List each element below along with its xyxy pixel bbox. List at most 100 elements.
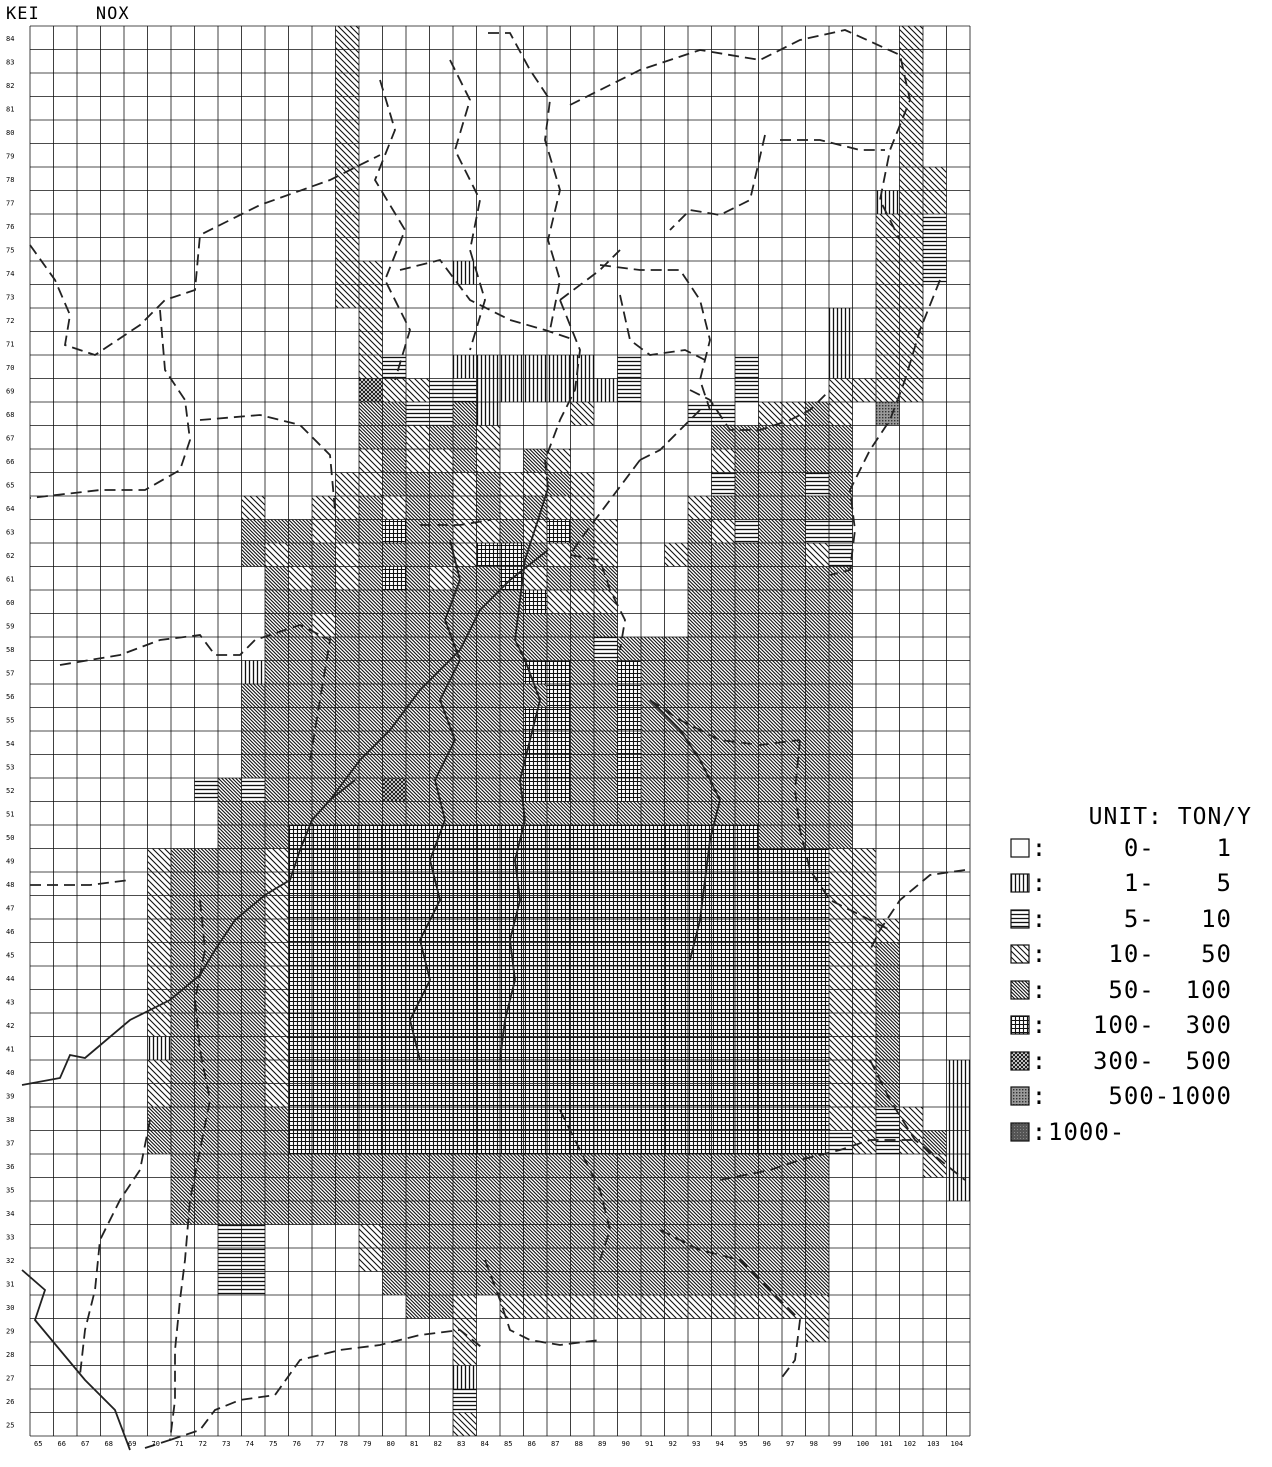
- y-tick-label: 54: [6, 740, 14, 748]
- grid-cell: [758, 1201, 782, 1225]
- grid-cell: [547, 1224, 571, 1248]
- grid-cell: [711, 731, 735, 755]
- grid-cell: [664, 895, 688, 919]
- grid-cell: [453, 590, 477, 614]
- grid-cell: [899, 355, 923, 379]
- grid-cell: [359, 449, 383, 473]
- grid-cell: [429, 1248, 453, 1272]
- grid-cell: [782, 1107, 806, 1131]
- grid-cell: [547, 872, 571, 896]
- grid-cell: [359, 284, 383, 308]
- grid-cell: [899, 261, 923, 285]
- grid-cell: [406, 1177, 430, 1201]
- grid-cell: [617, 895, 641, 919]
- grid-cell: [359, 1201, 383, 1225]
- legend-range-label: 50- 100: [1108, 975, 1232, 1004]
- grid-cell: [359, 1036, 383, 1060]
- grid-cell: [829, 754, 853, 778]
- grid-cell: [265, 1201, 289, 1225]
- grid-cell: [500, 1036, 524, 1060]
- grid-cell: [641, 778, 665, 802]
- grid-cell: [312, 989, 336, 1013]
- y-tick-label: 28: [6, 1351, 14, 1359]
- y-tick-label: 39: [6, 1093, 14, 1101]
- grid-cell: [617, 848, 641, 872]
- grid-cell: [547, 660, 571, 684]
- district-boundary: [794, 739, 891, 931]
- grid-cell: [382, 1248, 406, 1272]
- grid-cell: [241, 778, 265, 802]
- grid-cell: [406, 989, 430, 1013]
- grid-cell: [641, 731, 665, 755]
- grid-cell: [453, 425, 477, 449]
- grid-cell: [476, 825, 500, 849]
- grid-cell: [594, 543, 618, 567]
- grid-cell: [688, 1154, 712, 1178]
- y-tick-label: 40: [6, 1069, 14, 1077]
- grid-cell: [570, 1177, 594, 1201]
- grid-cell: [547, 1060, 571, 1084]
- grid-cell: [265, 543, 289, 567]
- x-tick-label: 93: [692, 1440, 700, 1448]
- grid-cell: [735, 1060, 759, 1084]
- grid-cell: [359, 707, 383, 731]
- legend-entry: : 0- 1: [1010, 830, 1260, 866]
- grid-cell: [429, 613, 453, 637]
- grid-cell: [829, 519, 853, 543]
- grid-cell: [547, 613, 571, 637]
- grid-cell: [641, 660, 665, 684]
- grid-cell: [782, 942, 806, 966]
- grid-cell: [359, 519, 383, 543]
- grid-cell: [265, 566, 289, 590]
- grid-cell: [500, 1154, 524, 1178]
- grid-cell: [594, 613, 618, 637]
- grid-cell: [241, 1271, 265, 1295]
- grid-cell: [359, 684, 383, 708]
- grid-cell: [476, 1130, 500, 1154]
- grid-cell: [594, 825, 618, 849]
- grid-cell: [782, 613, 806, 637]
- legend-separator: :: [1031, 1117, 1047, 1146]
- grid-cell: [852, 1013, 876, 1037]
- grid-cell: [829, 543, 853, 567]
- grid-cell: [899, 1107, 923, 1131]
- grid-cell: [876, 942, 900, 966]
- x-tick-label: 92: [669, 1440, 677, 1448]
- grid-cell: [288, 660, 312, 684]
- y-tick-label: 71: [6, 341, 14, 349]
- grid-cell: [946, 1130, 970, 1154]
- grid-cell: [641, 1107, 665, 1131]
- grid-cell: [688, 801, 712, 825]
- grid-cell: [335, 707, 359, 731]
- grid-cell: [899, 214, 923, 238]
- grid-cell: [641, 1177, 665, 1201]
- y-tick-label: 25: [6, 1422, 14, 1430]
- grid-cell: [617, 1060, 641, 1084]
- grid-cell: [476, 942, 500, 966]
- district-boundary: [619, 294, 706, 361]
- grid-cell: [570, 1248, 594, 1272]
- grid-cell: [288, 801, 312, 825]
- grid-cell: [617, 731, 641, 755]
- grid-cell: [570, 660, 594, 684]
- grid-cell: [335, 1130, 359, 1154]
- grid-cell: [171, 1013, 195, 1037]
- grid-cell: [406, 496, 430, 520]
- grid-cell: [500, 1060, 524, 1084]
- grid-cell: [359, 660, 383, 684]
- grid-cell: [335, 1036, 359, 1060]
- grid-cell: [782, 895, 806, 919]
- grid-cell: [805, 1295, 829, 1319]
- grid-cell: [476, 801, 500, 825]
- grid-cell: [359, 331, 383, 355]
- grid-cell: [406, 731, 430, 755]
- grid-cell: [429, 543, 453, 567]
- grid-cell: [758, 449, 782, 473]
- grid-cell: [805, 778, 829, 802]
- grid-cell: [171, 1154, 195, 1178]
- grid-cell: [594, 942, 618, 966]
- grid-cell: [617, 919, 641, 943]
- grid-cell: [829, 355, 853, 379]
- grid-cell: [570, 590, 594, 614]
- grid-cell: [312, 1083, 336, 1107]
